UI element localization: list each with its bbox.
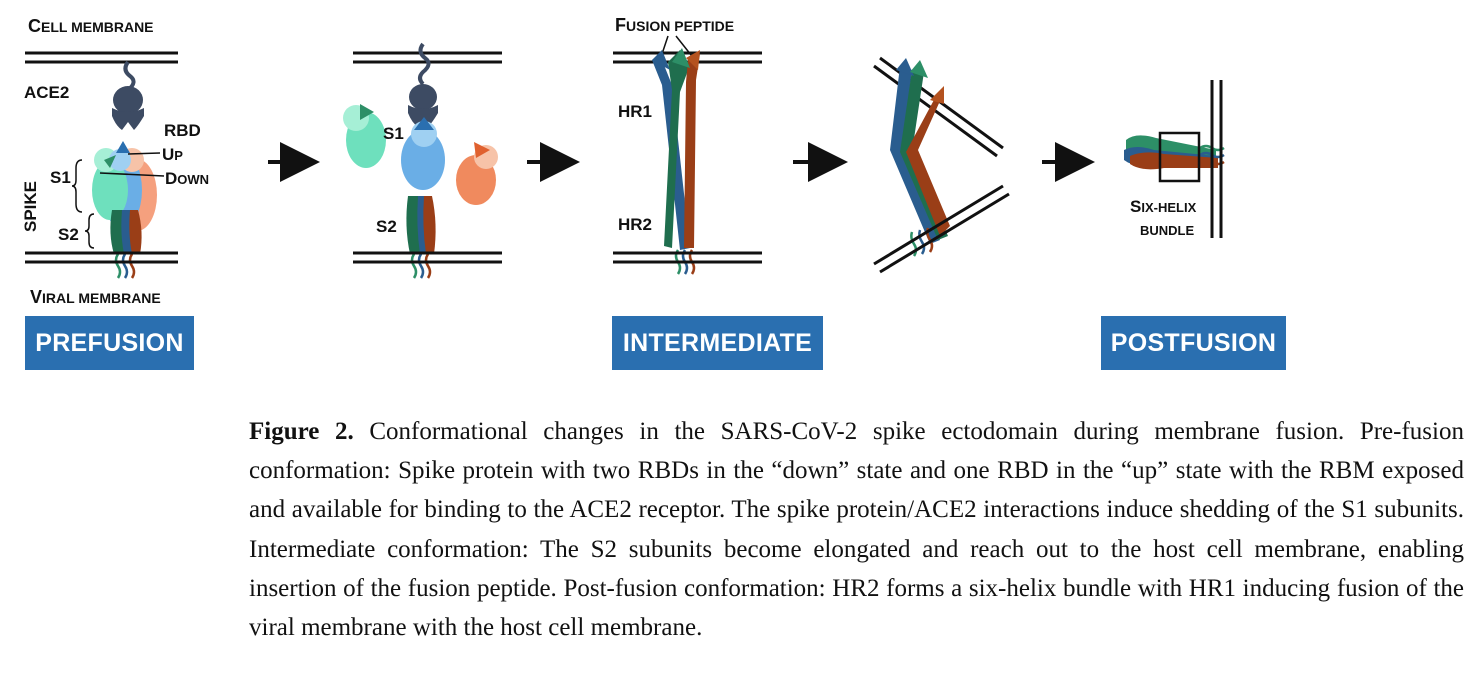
cell-membrane-label: CELL MEMBRANE: [28, 16, 154, 36]
stage2-s1-label: S1: [383, 124, 404, 143]
figure-label: Figure 2.: [249, 418, 354, 445]
up-label: UP: [162, 145, 183, 164]
hr1-label: HR1: [618, 102, 652, 121]
down-label: DOWN: [165, 169, 209, 188]
spike-trimer-1: [92, 141, 157, 279]
ace2-receptor-1: [112, 60, 144, 130]
viral-membrane-label: VIRAL MEMBRANE: [30, 287, 161, 307]
spike-label: SPIKE: [21, 181, 40, 232]
folding-diagram: [873, 56, 1010, 274]
spike-fusion-schematic: CELL MEMBRANE ACE2 RBD: [21, 15, 1225, 307]
attached-s1-blue: [401, 117, 445, 190]
prefusion-diagram: CELL MEMBRANE ACE2 RBD: [21, 16, 209, 307]
six-helix-label: SIX-HELIX: [1130, 197, 1197, 216]
fusion-peptide-label: FUSION PEPTIDE: [615, 15, 734, 35]
fused-membrane: [1210, 80, 1223, 238]
hr2-label: HR2: [618, 215, 652, 234]
six-helix-bundle: [1124, 131, 1225, 183]
figure-caption: Figure 2. Conformational changes in the …: [249, 412, 1464, 647]
s1-shedding-diagram: S1 S2: [343, 42, 502, 279]
caption-text: Conformational changes in the SARS-CoV-2…: [249, 418, 1464, 642]
viral-membrane-3: [613, 251, 762, 264]
postfusion-diagram: SIX-HELIX BUNDLE: [1124, 80, 1225, 238]
s1-bracket: [71, 159, 83, 213]
stage2-s2-label: S2: [376, 217, 397, 236]
up-pointer: [127, 152, 161, 155]
viral-membrane-1: [25, 251, 178, 264]
intermediate-diagram: FUSION PEPTIDE HR1 HR2: [613, 15, 762, 275]
cell-membrane-1: [25, 51, 178, 64]
s2-stalk-2: [406, 196, 436, 279]
folding-s2: [890, 58, 950, 257]
ace2-receptor-2: [408, 42, 438, 127]
s1-label: S1: [50, 168, 71, 187]
s2-label: S2: [58, 225, 79, 244]
detached-s1-green: [343, 104, 386, 168]
prefusion-stage-label: PREFUSION: [25, 316, 194, 370]
rbd-label: RBD: [164, 121, 201, 140]
viral-membrane-2: [353, 251, 502, 264]
viral-membrane-4: [873, 184, 1010, 274]
detached-s1-orange: [456, 142, 498, 205]
postfusion-stage-label: POSTFUSION: [1101, 316, 1286, 370]
ace2-label: ACE2: [24, 83, 69, 102]
intermediate-stage-label: INTERMEDIATE: [612, 316, 823, 370]
bundle-label: BUNDLE: [1140, 223, 1194, 238]
s2-bracket: [84, 213, 95, 249]
elongated-s2: [652, 48, 700, 275]
down-pointer: [99, 172, 165, 177]
